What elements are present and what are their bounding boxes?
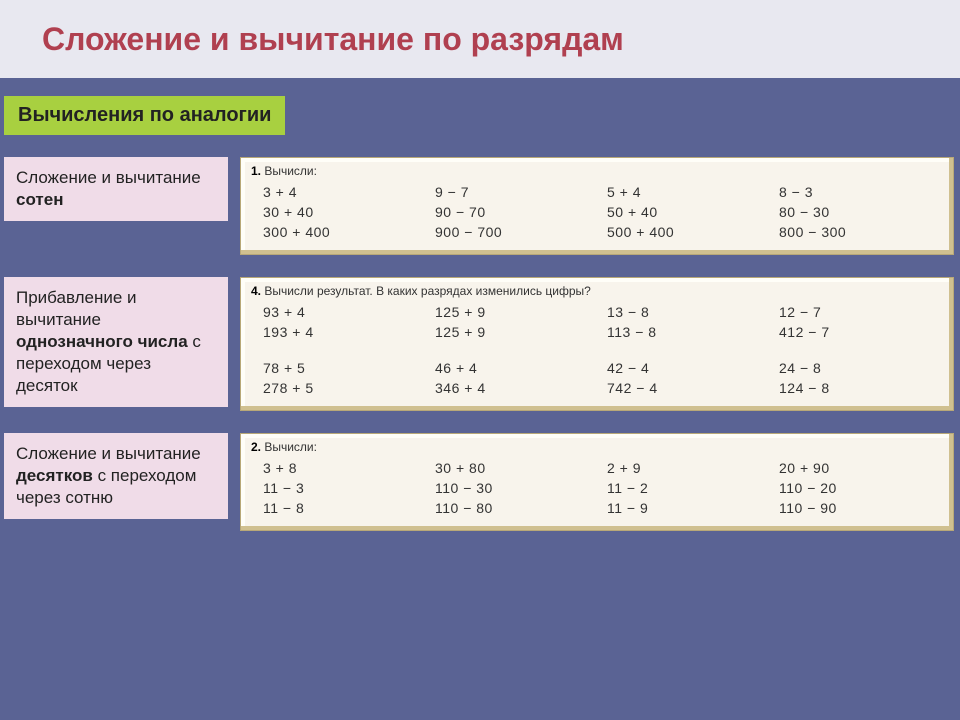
header-title: Сложение и вычитание по разрядам — [42, 21, 624, 58]
expression-cell: 24 − 8 — [779, 360, 943, 376]
expression-cell: 500 + 400 — [607, 224, 771, 240]
expression-cell: 3 + 8 — [263, 460, 427, 476]
expression-cell: 300 + 400 — [263, 224, 427, 240]
header-bar: Сложение и вычитание по разрядам — [0, 0, 960, 78]
expression-cell: 11 − 3 — [263, 480, 427, 496]
expression-cell: 125 + 9 — [435, 304, 599, 320]
expression-cell: 9 − 7 — [435, 184, 599, 200]
subtitle-bar: Вычисления по аналогии — [4, 96, 285, 135]
section-row: Прибавление и вычитание однозначного чис… — [0, 277, 960, 411]
expression-cell: 2 + 9 — [607, 460, 771, 476]
expression-cell: 110 − 30 — [435, 480, 599, 496]
expression-cell: 11 − 2 — [607, 480, 771, 496]
worksheet-header: 1. Вычисли: — [251, 164, 943, 178]
expression-cell: 11 − 9 — [607, 500, 771, 516]
expression-cell: 124 − 8 — [779, 380, 943, 396]
expression-cell: 742 − 4 — [607, 380, 771, 396]
expression-cell: 90 − 70 — [435, 204, 599, 220]
section-label: Сложение и вычитание десятков с переходо… — [4, 433, 228, 519]
expression-cell: 278 + 5 — [263, 380, 427, 396]
expression-cell: 5 + 4 — [607, 184, 771, 200]
expression-cell: 93 + 4 — [263, 304, 427, 320]
worksheet-grid: 93 + 4 125 + 9 13 − 8 12 − 7 193 + 4 125 + 9 1… — [251, 304, 943, 396]
expression-cell: 12 − 7 — [779, 304, 943, 320]
expression-cell: 11 − 8 — [263, 500, 427, 516]
section-row: Сложение и вычитание сотен 1. Вычисли: 3 +… — [0, 157, 960, 255]
expression-cell: 50 + 40 — [607, 204, 771, 220]
expression-cell: 110 − 20 — [779, 480, 943, 496]
worksheet-panel: 4. Вычисли результат. В каких разрядах и… — [240, 277, 954, 411]
expression-cell: 46 + 4 — [435, 360, 599, 376]
section-row: Сложение и вычитание десятков с переходо… — [0, 433, 960, 531]
expression-cell: 346 + 4 — [435, 380, 599, 396]
expression-cell: 80 − 30 — [779, 204, 943, 220]
expression-cell: 113 − 8 — [607, 324, 771, 340]
expression-cell: 412 − 7 — [779, 324, 943, 340]
expression-cell: 8 − 3 — [779, 184, 943, 200]
worksheet-panel: 2. Вычисли: 3 + 8 30 + 80 2 + 9 20 + 90 11 − … — [240, 433, 954, 531]
section-label: Сложение и вычитание сотен — [4, 157, 228, 221]
worksheet-header: 2. Вычисли: — [251, 440, 943, 454]
expression-cell: 30 + 40 — [263, 204, 427, 220]
expression-cell: 125 + 9 — [435, 324, 599, 340]
worksheet-header: 4. Вычисли результат. В каких разрядах и… — [251, 284, 943, 298]
expression-cell: 193 + 4 — [263, 324, 427, 340]
expression-cell: 3 + 4 — [263, 184, 427, 200]
expression-cell: 13 − 8 — [607, 304, 771, 320]
subtitle-text: Вычисления по аналогии — [18, 104, 271, 126]
worksheet-grid: 3 + 4 9 − 7 5 + 4 8 − 3 30 + 40 90 − 70 50 + 4… — [251, 184, 943, 240]
expression-cell: 800 − 300 — [779, 224, 943, 240]
worksheet-grid: 3 + 8 30 + 80 2 + 9 20 + 90 11 − 3 110 − 30 11… — [251, 460, 943, 516]
worksheet-panel: 1. Вычисли: 3 + 4 9 − 7 5 + 4 8 − 3 30 + 40 90… — [240, 157, 954, 255]
expression-cell: 30 + 80 — [435, 460, 599, 476]
expression-cell: 110 − 80 — [435, 500, 599, 516]
expression-cell: 110 − 90 — [779, 500, 943, 516]
expression-cell: 78 + 5 — [263, 360, 427, 376]
expression-cell: 42 − 4 — [607, 360, 771, 376]
expression-cell: 20 + 90 — [779, 460, 943, 476]
expression-cell: 900 − 700 — [435, 224, 599, 240]
section-label: Прибавление и вычитание однозначного чис… — [4, 277, 228, 407]
